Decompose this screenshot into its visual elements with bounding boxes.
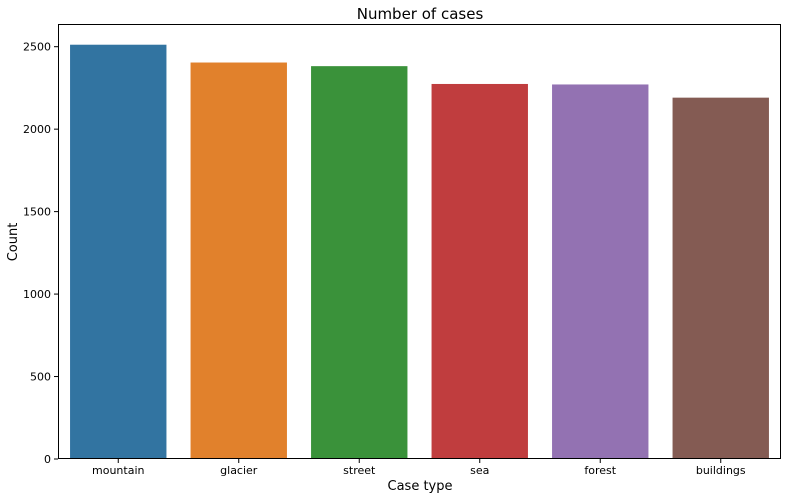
y-axis: 0 500 1000 1500 2000 2500 [23, 41, 58, 466]
plot-area-frame [58, 24, 781, 459]
x-tick-label: glacier [220, 464, 258, 477]
chart-title: Number of cases [357, 5, 484, 23]
x-tick-label: mountain [92, 464, 144, 477]
bar-glacier [190, 62, 287, 459]
x-tick-label: street [343, 464, 376, 477]
y-tick-label: 0 [44, 453, 51, 466]
y-tick-label: 2500 [23, 41, 51, 54]
x-tick-label: buildings [696, 464, 746, 477]
bar-street [311, 66, 408, 459]
bar-buildings [672, 97, 769, 460]
y-tick-label: 2000 [23, 123, 51, 136]
x-tick-label: sea [470, 464, 489, 477]
x-axis: mountain glacier street sea forest buildings [92, 459, 746, 477]
y-axis-title: Count [6, 223, 21, 262]
bars-group [70, 44, 769, 460]
bar-forest [552, 84, 649, 460]
bar-sea [431, 83, 528, 459]
x-axis-title: Case type [388, 479, 453, 494]
bar-mountain [70, 44, 167, 459]
y-tick-label: 500 [30, 371, 51, 384]
y-tick-label: 1500 [23, 206, 51, 219]
y-tick-label: 1000 [23, 288, 51, 301]
x-tick-label: forest [584, 464, 616, 477]
